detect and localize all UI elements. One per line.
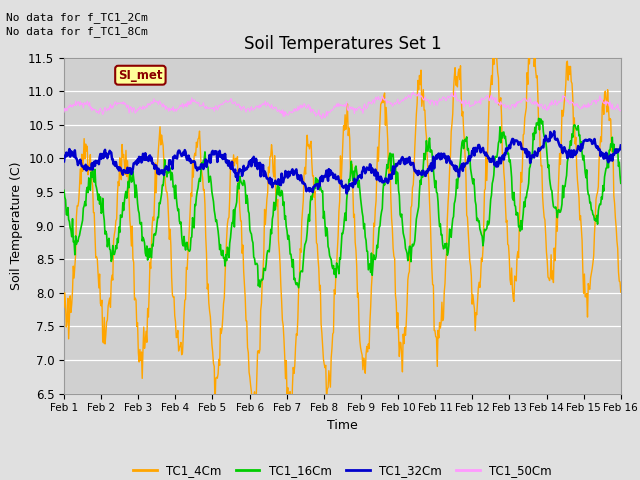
Y-axis label: Soil Temperature (C): Soil Temperature (C) bbox=[10, 161, 22, 290]
Text: No data for f_TC1_8Cm: No data for f_TC1_8Cm bbox=[6, 26, 148, 37]
X-axis label: Time: Time bbox=[327, 419, 358, 432]
Title: Soil Temperatures Set 1: Soil Temperatures Set 1 bbox=[244, 35, 441, 53]
Text: SI_met: SI_met bbox=[118, 69, 163, 82]
Legend: TC1_4Cm, TC1_16Cm, TC1_32Cm, TC1_50Cm: TC1_4Cm, TC1_16Cm, TC1_32Cm, TC1_50Cm bbox=[129, 459, 556, 480]
Text: No data for f_TC1_2Cm: No data for f_TC1_2Cm bbox=[6, 12, 148, 23]
